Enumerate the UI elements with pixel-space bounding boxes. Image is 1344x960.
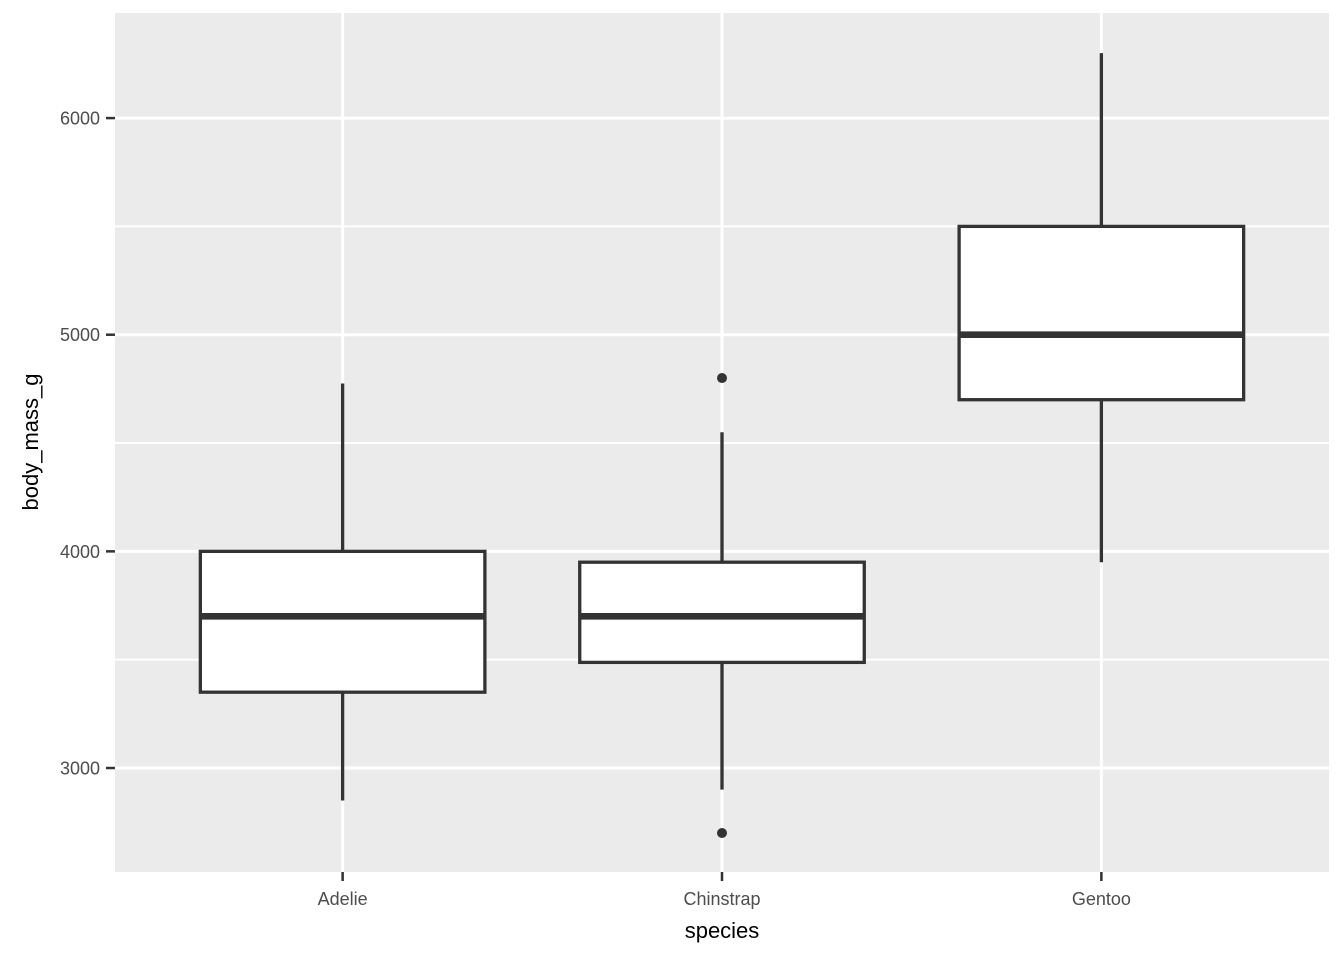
- y-tick-label: 6000: [60, 109, 100, 129]
- y-tick-label: 5000: [60, 325, 100, 345]
- y-tick-label: 4000: [60, 542, 100, 562]
- x-axis-title: species: [684, 918, 760, 943]
- y-tick-label: 3000: [60, 759, 100, 779]
- x-tick-label: Chinstrap: [683, 889, 760, 909]
- box-chinstrap: [578, 560, 866, 665]
- box-adelie: [198, 549, 487, 694]
- x-tick-label: Adelie: [318, 889, 368, 909]
- x-tick-label: Gentoo: [1072, 889, 1131, 909]
- y-axis-title: body_mass_g: [18, 373, 43, 511]
- outlier-point-chinstrap: [717, 828, 727, 839]
- box-gentoo: [957, 224, 1246, 402]
- outlier-point-chinstrap: [717, 373, 727, 384]
